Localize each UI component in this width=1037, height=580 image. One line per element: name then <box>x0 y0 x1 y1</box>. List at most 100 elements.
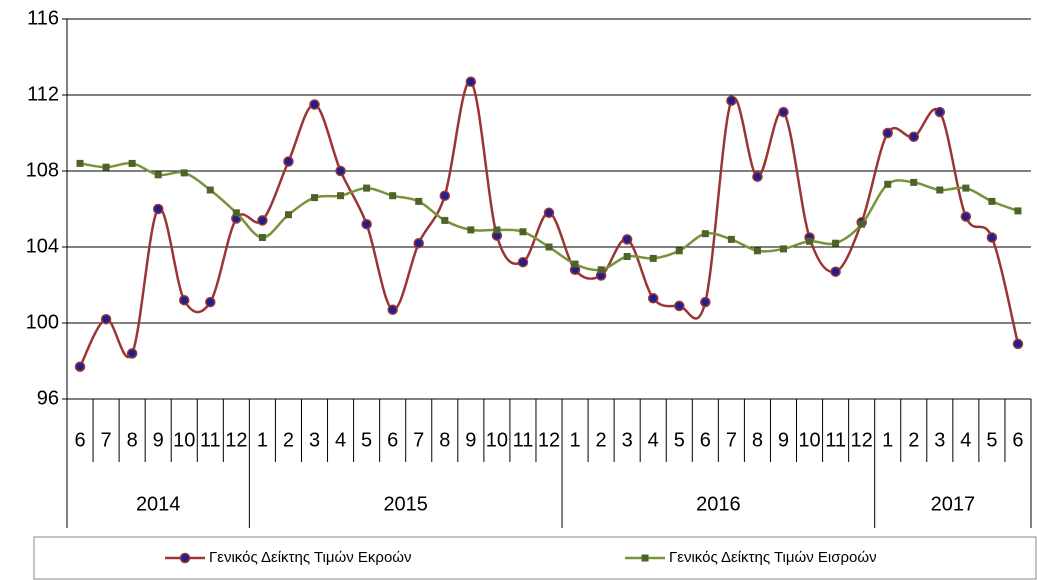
x-tick-label: 9 <box>153 429 164 451</box>
x-tick-label: 2 <box>283 429 294 451</box>
year-label: 2016 <box>696 493 741 515</box>
marker <box>910 178 918 186</box>
marker <box>962 184 970 192</box>
marker <box>806 237 814 245</box>
marker <box>467 226 475 234</box>
marker <box>493 226 501 234</box>
x-tick-label: 11 <box>513 429 534 451</box>
x-tick-label: 11 <box>825 429 846 451</box>
x-tick-label: 12 <box>538 429 560 451</box>
x-tick-label: 4 <box>648 429 659 451</box>
marker <box>441 216 449 224</box>
marker <box>413 237 424 249</box>
marker <box>335 165 346 177</box>
x-tick-label: 7 <box>101 429 112 451</box>
x-tick-label: 10 <box>798 429 820 451</box>
series-line <box>78 80 1020 368</box>
marker <box>102 163 110 171</box>
x-tick-label: 4 <box>960 429 971 451</box>
x-tick-label: 2 <box>596 429 607 451</box>
marker <box>675 247 683 255</box>
marker <box>180 169 188 177</box>
marker <box>779 245 787 253</box>
marker <box>178 294 190 306</box>
marker <box>389 192 397 200</box>
marker <box>1014 207 1022 215</box>
y-tick-label: 112 <box>27 83 59 105</box>
year-label: 2017 <box>931 493 976 515</box>
x-tick-label: 3 <box>309 429 320 451</box>
marker <box>517 256 529 268</box>
marker <box>126 348 138 359</box>
marker <box>571 260 579 268</box>
marker <box>284 211 292 219</box>
legend-marker <box>179 552 191 564</box>
marker <box>76 159 84 167</box>
x-tick-label: 11 <box>200 429 221 451</box>
x-tick-label: 6 <box>387 429 398 451</box>
x-tick-label: 1 <box>569 429 580 451</box>
marker <box>545 243 553 251</box>
marker <box>128 159 136 167</box>
marker <box>986 232 998 243</box>
y-tick-label: 116 <box>27 7 59 29</box>
x-tick-label: 9 <box>778 429 789 451</box>
marker <box>674 300 685 312</box>
marker <box>649 254 657 262</box>
marker <box>752 171 763 182</box>
marker <box>960 211 972 222</box>
x-tick-label: 3 <box>622 429 633 451</box>
marker <box>908 131 920 143</box>
marker <box>988 197 996 205</box>
y-tick-label: 96 <box>37 387 59 409</box>
marker <box>726 95 737 106</box>
marker <box>621 234 633 245</box>
x-tick-label: 6 <box>700 429 711 451</box>
x-tick-label: 6 <box>74 429 85 451</box>
legend-label: Γενικός Δείκτης Τιμών Εισροών <box>669 549 877 566</box>
marker <box>934 106 946 118</box>
marker <box>882 127 893 139</box>
x-tick-label: 10 <box>486 429 508 451</box>
marker <box>519 228 527 236</box>
legend-marker <box>641 554 649 562</box>
marker <box>154 171 162 179</box>
legend-box <box>33 536 1037 580</box>
marker <box>700 296 711 308</box>
x-tick-label: 12 <box>851 429 873 451</box>
marker <box>205 296 216 308</box>
marker <box>778 106 789 118</box>
marker <box>884 180 892 188</box>
marker <box>415 197 423 205</box>
marker <box>543 207 555 219</box>
marker <box>1012 338 1024 350</box>
x-tick-label: 7 <box>726 429 737 451</box>
year-label: 2015 <box>383 493 428 515</box>
marker <box>597 266 605 274</box>
marker <box>311 194 319 202</box>
x-tick-label: 6 <box>1012 429 1023 451</box>
marker <box>753 247 761 255</box>
marker <box>152 203 164 215</box>
x-tick-label: 4 <box>335 429 346 451</box>
x-tick-label: 8 <box>752 429 763 451</box>
marker <box>387 304 398 315</box>
x-tick-label: 2 <box>908 429 919 451</box>
marker <box>337 192 345 200</box>
marker <box>74 361 86 372</box>
marker <box>727 235 735 243</box>
x-tick-label: 8 <box>439 429 450 451</box>
legend: Γενικός Δείκτης Τιμών Εκροών Γενικός Δείκ… <box>165 549 877 566</box>
marker <box>363 184 371 192</box>
marker <box>936 186 944 194</box>
year-label: 2014 <box>136 493 181 515</box>
x-tick-label: 3 <box>934 429 945 451</box>
marker <box>439 190 451 201</box>
x-tick-label: 12 <box>225 429 247 451</box>
marker <box>206 186 214 194</box>
y-tick-label: 100 <box>26 311 59 333</box>
x-tick-label: 1 <box>257 429 268 451</box>
marker <box>701 230 709 238</box>
legend-label: Γενικός Δείκτης Τιμών Εκροών <box>209 549 412 566</box>
